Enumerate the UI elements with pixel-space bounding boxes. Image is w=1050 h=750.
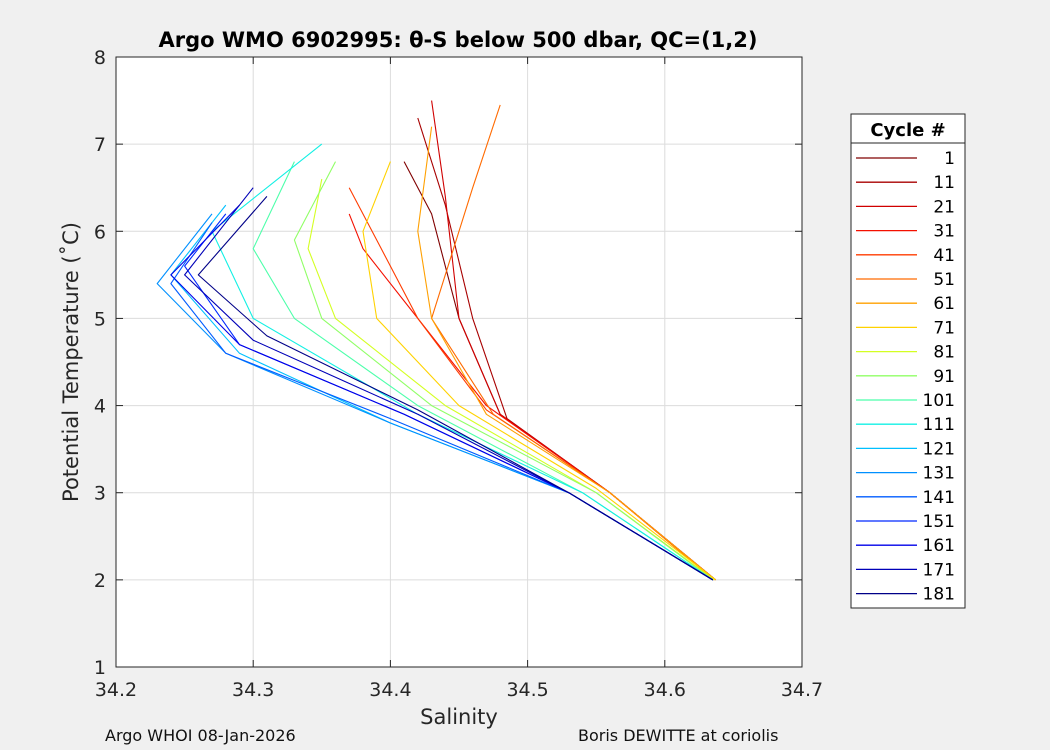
profile-line-cycle-71 xyxy=(362,161,716,581)
legend-label: 71 xyxy=(933,318,955,338)
axes-box xyxy=(115,56,803,668)
y-tick-label: 1 xyxy=(94,657,106,679)
legend-label: 81 xyxy=(933,343,955,363)
legend-label: 181 xyxy=(923,585,955,605)
y-tick-label: 8 xyxy=(94,47,106,69)
y-tick-label: 7 xyxy=(94,134,106,156)
legend-label: 141 xyxy=(923,488,955,508)
x-ticks: 34.2 34.3 34.4 34.5 34.6 34.7 xyxy=(95,57,823,701)
legend-label: 1 xyxy=(944,149,955,169)
legend-box xyxy=(850,113,966,609)
legend-label: 111 xyxy=(923,415,955,435)
x-tick-label: 34.6 xyxy=(644,679,686,701)
x-tick-label: 34.3 xyxy=(232,679,274,701)
x-tick-label: 34.4 xyxy=(369,679,411,701)
chart-title: Argo WMO 6902995: θ-S below 500 dbar, QC… xyxy=(159,28,758,52)
profile-line-cycle-181 xyxy=(197,196,714,581)
legend-label: 21 xyxy=(933,197,955,217)
profile-line-cycle-91 xyxy=(293,161,714,581)
legend-label: 161 xyxy=(923,536,955,556)
legend-label: 121 xyxy=(923,439,955,459)
legend-label: 171 xyxy=(923,560,955,580)
y-tick-label: 3 xyxy=(94,483,106,505)
legend-label: 151 xyxy=(923,512,955,532)
x-tick-label: 34.2 xyxy=(95,679,137,701)
y-tick-label: 4 xyxy=(94,396,106,418)
legend-entries: 1112131415161718191101111121131141151161… xyxy=(856,149,955,605)
legend-label: 41 xyxy=(933,246,955,266)
x-tick-label: 34.5 xyxy=(506,679,548,701)
y-ticks: 1 2 3 4 5 6 7 8 xyxy=(94,47,802,679)
legend-label: 31 xyxy=(933,222,955,242)
legend-label: 131 xyxy=(923,464,955,484)
legend-label: 91 xyxy=(933,367,955,387)
profile-line-cycle-61 xyxy=(417,126,716,581)
series-lines xyxy=(156,100,716,581)
y-tick-label: 5 xyxy=(94,308,106,330)
x-axis-label: Salinity xyxy=(420,705,498,729)
legend-label: 61 xyxy=(933,294,955,314)
y-tick-label: 6 xyxy=(94,221,106,243)
footer-right-credit: Boris DEWITTE at coriolis xyxy=(578,726,779,745)
legend: Cycle # 11121314151617181911011111211311… xyxy=(850,113,966,609)
legend-label: 11 xyxy=(933,173,955,193)
footer-left-credit: Argo WHOI 08-Jan-2026 xyxy=(105,726,296,745)
legend-label: 51 xyxy=(933,270,955,290)
legend-title: Cycle # xyxy=(870,120,945,141)
x-tick-label: 34.7 xyxy=(781,679,823,701)
y-tick-label: 2 xyxy=(94,570,106,592)
legend-label: 101 xyxy=(923,391,955,411)
y-axis-label: Potential Temperature (˚C) xyxy=(59,222,83,502)
